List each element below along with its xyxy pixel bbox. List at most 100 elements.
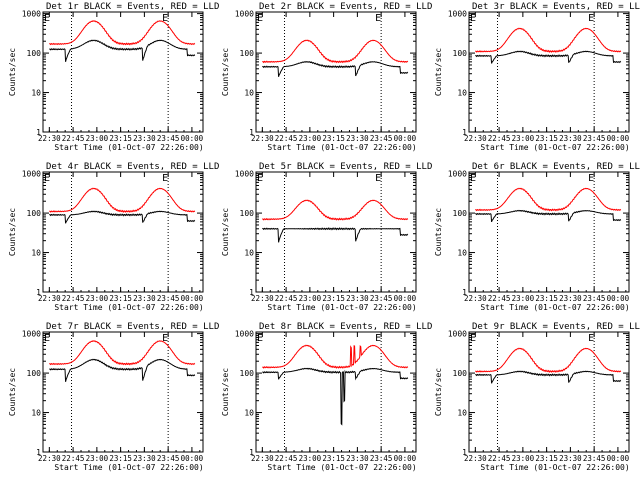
series-line-events xyxy=(262,60,409,77)
series-line-lld xyxy=(49,187,196,213)
x-tick-label: 22:45 xyxy=(62,134,85,143)
series-line-events xyxy=(475,209,622,223)
y-tick-label: 10 xyxy=(31,249,41,258)
x-tick-label: 23:30 xyxy=(559,454,582,463)
chart-title: Det 8r BLACK = Events, RED = LLD xyxy=(259,322,432,332)
x-axis-label: Start Time (01-Oct-07 22:26:00) xyxy=(480,143,629,152)
y-tick-label: 10 xyxy=(244,409,254,418)
y-axis-label: Counts/sec xyxy=(8,368,17,416)
chart-title: Det 7r BLACK = Events, RED = LLD xyxy=(46,322,219,332)
x-tick-label: 22:30 xyxy=(464,294,487,303)
x-axis-label: Start Time (01-Oct-07 22:26:00) xyxy=(267,463,416,472)
x-tick-label: 22:45 xyxy=(62,454,85,463)
y-tick-label: 1000 xyxy=(235,170,254,179)
y-tick-label: 10 xyxy=(31,409,41,418)
y-tick-label: 1000 xyxy=(22,10,41,19)
x-tick-label: 23:30 xyxy=(559,134,582,143)
plot-frame xyxy=(468,171,630,293)
event-marker-label: E xyxy=(44,13,50,24)
event-marker-label: E xyxy=(257,333,263,344)
x-tick-label: 23:30 xyxy=(346,294,369,303)
event-marker-label: E xyxy=(375,173,381,184)
x-tick-label: 00:00 xyxy=(607,134,630,143)
y-tick-label: 100 xyxy=(27,209,42,218)
y-tick-label: 1 xyxy=(249,128,254,137)
x-tick-label: 23:45 xyxy=(157,294,180,303)
event-marker-label: E xyxy=(375,333,381,344)
event-marker-label: E xyxy=(257,13,263,24)
x-tick-label: 23:15 xyxy=(535,134,558,143)
x-tick-label: 23:00 xyxy=(512,134,535,143)
x-tick-label: 23:00 xyxy=(86,294,109,303)
x-axis-label: Start Time (01-Oct-07 22:26:00) xyxy=(54,303,203,312)
x-tick-label: 22:30 xyxy=(464,134,487,143)
series-line-lld xyxy=(262,344,409,369)
x-tick-label: 22:30 xyxy=(38,454,61,463)
x-tick-label: 23:00 xyxy=(512,454,535,463)
x-tick-label: 22:45 xyxy=(275,294,298,303)
series-line-lld xyxy=(49,340,196,366)
x-tick-label: 22:45 xyxy=(275,134,298,143)
y-tick-label: 10 xyxy=(31,89,41,98)
x-tick-label: 23:45 xyxy=(583,294,606,303)
y-tick-label: 1000 xyxy=(448,330,467,339)
chart-title: Det 3r BLACK = Events, RED = LLD xyxy=(472,2,640,12)
x-tick-label: 23:15 xyxy=(535,454,558,463)
x-tick-label: 22:45 xyxy=(488,454,511,463)
x-tick-label: 23:00 xyxy=(299,134,322,143)
series-line-events xyxy=(49,39,196,62)
x-axis-label: Start Time (01-Oct-07 22:26:00) xyxy=(480,463,629,472)
x-tick-label: 23:45 xyxy=(370,134,393,143)
series-line-lld xyxy=(262,39,409,64)
series-line-events xyxy=(475,370,622,384)
x-tick-label: 23:30 xyxy=(346,134,369,143)
series-line-lld xyxy=(262,199,409,221)
x-tick-label: 22:45 xyxy=(62,294,85,303)
plot-frame xyxy=(255,171,417,293)
event-marker-label: E xyxy=(162,333,168,344)
y-tick-label: 10 xyxy=(244,89,254,98)
x-tick-label: 22:30 xyxy=(464,454,487,463)
x-tick-label: 22:30 xyxy=(251,134,274,143)
x-tick-label: 23:45 xyxy=(157,134,180,143)
y-tick-label: 100 xyxy=(453,49,468,58)
plot-frame xyxy=(42,331,204,453)
x-tick-label: 23:00 xyxy=(86,134,109,143)
x-tick-label: 22:30 xyxy=(251,454,274,463)
x-tick-label: 23:15 xyxy=(322,134,345,143)
x-tick-label: 23:00 xyxy=(299,294,322,303)
x-tick-label: 00:00 xyxy=(394,294,417,303)
event-marker-label: E xyxy=(470,333,476,344)
y-tick-label: 1 xyxy=(462,128,467,137)
x-tick-label: 22:45 xyxy=(488,294,511,303)
x-tick-label: 23:00 xyxy=(512,294,535,303)
y-tick-label: 1 xyxy=(36,288,41,297)
x-tick-label: 23:15 xyxy=(322,294,345,303)
x-tick-label: 23:45 xyxy=(157,454,180,463)
chart-title: Det 6r BLACK = Events, RED = LLD xyxy=(472,162,640,172)
event-marker-label: E xyxy=(588,333,594,344)
x-axis-label: Start Time (01-Oct-07 22:26:00) xyxy=(267,143,416,152)
y-axis-label: Counts/sec xyxy=(434,48,443,96)
x-tick-label: 23:30 xyxy=(559,294,582,303)
series-line-events xyxy=(262,367,409,426)
event-marker-label: E xyxy=(44,173,50,184)
chart-title: Det 2r BLACK = Events, RED = LLD xyxy=(259,2,432,12)
x-tick-label: 23:45 xyxy=(583,134,606,143)
series-line-lld xyxy=(475,187,622,212)
y-axis-label: Counts/sec xyxy=(434,208,443,256)
event-marker-label: E xyxy=(44,333,50,344)
event-marker-label: E xyxy=(257,173,263,184)
event-marker-label: E xyxy=(588,173,594,184)
x-axis-label: Start Time (01-Oct-07 22:26:00) xyxy=(480,303,629,312)
y-tick-label: 1000 xyxy=(235,330,254,339)
x-tick-label: 23:15 xyxy=(109,294,132,303)
x-axis-label: Start Time (01-Oct-07 22:26:00) xyxy=(54,463,203,472)
y-tick-label: 100 xyxy=(27,49,42,58)
y-tick-label: 100 xyxy=(453,209,468,218)
x-tick-label: 23:00 xyxy=(86,454,109,463)
y-tick-label: 1 xyxy=(249,288,254,297)
